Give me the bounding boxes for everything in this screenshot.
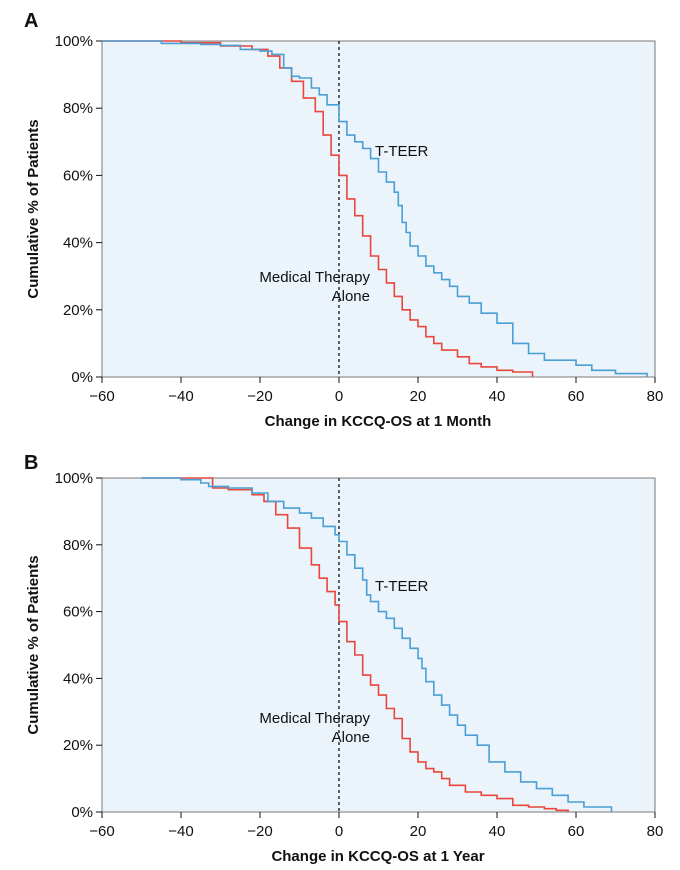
x-tick-label: −20 [247,823,272,840]
y-tick-label: 60% [63,167,93,184]
panel-letter-a: A [24,10,38,32]
mta-series-line-b [141,477,569,812]
panel-a: A 0%20%40%60%80%100% −60 −40 −20 0 20 40 60 80 … [24,10,663,430]
y-tick-label: 40% [63,670,93,687]
mta-label-line2-b: Alone [332,729,370,746]
plot-area-b [101,477,656,813]
y-axis-title-b: Cumulative % of Patients [25,555,42,734]
tteer-label-a: T-TEER [375,143,429,160]
x-axis-title-b: Change in KCCQ-OS at 1 Year [271,848,484,865]
x-tick-label: 20 [410,823,427,840]
x-tick-label: −40 [168,823,193,840]
mta-series-line-a [102,40,534,377]
x-tick-label: 60 [568,823,585,840]
y-tick-label: 60% [63,604,93,621]
y-ticks-b: 0% 20% 40% 60% 80% 100% [55,470,102,821]
x-tick-label: 40 [489,388,506,405]
y-tick-label: 20% [63,737,93,754]
y-tick-label: 0% [71,369,93,386]
x-tick-label: 0 [335,823,343,840]
y-tick-label: 40% [63,235,93,252]
x-tick-label: 80 [647,823,664,840]
x-tick-label: 20 [410,388,427,405]
x-ticks-a: −60 −40 −20 0 20 40 60 80 [89,377,663,405]
y-tick-label: 20% [63,302,93,319]
y-tick-label: 80% [63,537,93,554]
y-ticks-a: 0% 20% 40% 60% 80% 100% [55,33,102,386]
x-axis-title-a: Change in KCCQ-OS at 1 Month [265,413,492,430]
mta-label-line1-b: Medical Therapy [259,710,370,727]
panel-letter-b: B [24,452,38,474]
plot-area-a [101,40,656,378]
x-tick-label: −20 [247,388,272,405]
tteer-label-b: T-TEER [375,578,429,595]
y-axis-title-a: Cumulative % of Patients [25,119,42,298]
x-ticks-b: −60 −40 −20 0 20 40 60 80 [89,812,663,840]
mta-label-line1-a: Medical Therapy [259,269,370,286]
y-tick-label: 80% [63,100,93,117]
x-tick-label: −60 [89,388,114,405]
x-tick-label: 80 [647,388,664,405]
panel-b: B 0%20%40%60%80%100% −60 −40 −20 0 20 40 60 80 … [24,452,663,865]
mta-label-line2-a: Alone [332,288,370,305]
x-tick-label: 60 [568,388,585,405]
tteer-series-line-b [141,477,613,812]
tteer-series-line-a [102,40,648,377]
x-tick-label: 40 [489,823,506,840]
x-tick-label: −60 [89,823,114,840]
y-tick-label: 100% [55,33,93,50]
y-tick-label: 0% [71,804,93,821]
y-tick-label: 100% [55,470,93,487]
x-tick-label: −40 [168,388,193,405]
x-tick-label: 0 [335,388,343,405]
